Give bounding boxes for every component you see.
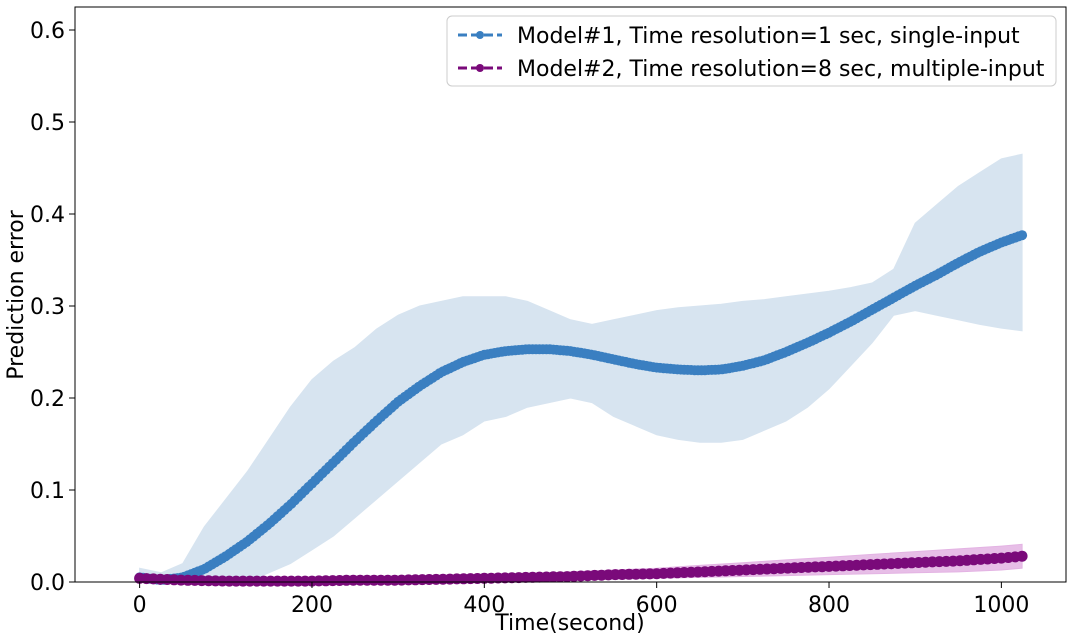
y-axis-label: Prediction error <box>4 209 29 379</box>
y-tick-label: 0.1 <box>30 479 65 504</box>
plot-frame <box>74 6 1067 583</box>
x-tick-label: 1000 <box>973 593 1029 618</box>
y-tick-label: 0.6 <box>30 19 65 44</box>
y-tick-label: 0.4 <box>30 203 65 228</box>
y-tick-label: 0.0 <box>30 571 65 596</box>
legend-label-model2: Model#2, Time resolution=8 sec, multiple… <box>517 57 1045 82</box>
data-point-series-2 <box>1016 550 1028 562</box>
x-tick-label: 800 <box>808 593 850 618</box>
legend-label-model1: Model#1, Time resolution=1 sec, single-i… <box>517 24 1020 49</box>
x-tick-label: 400 <box>463 593 505 618</box>
x-axis-label: Time(second) <box>494 611 644 636</box>
legend-marker-model2 <box>476 64 484 72</box>
y-tick-label: 0.2 <box>30 387 65 412</box>
x-tick-label: 600 <box>636 593 678 618</box>
y-tick-label: 0.3 <box>30 295 65 320</box>
y-tick-label: 0.5 <box>30 111 65 136</box>
y-axis-ticks: 0.0 0.1 0.2 0.3 0.4 0.5 0.6 <box>30 19 75 596</box>
legend: Model#1, Time resolution=1 sec, single-i… <box>446 15 1057 87</box>
legend-box <box>446 15 1057 87</box>
x-axis-ticks: 0 200 400 600 800 1000 <box>133 582 1029 618</box>
series-markers <box>134 230 1028 587</box>
legend-marker-model1 <box>476 31 484 39</box>
x-tick-label: 200 <box>291 593 333 618</box>
data-point-series-1 <box>1017 230 1028 241</box>
confidence-band-series-1 <box>139 153 1023 583</box>
x-tick-label: 0 <box>133 593 147 618</box>
